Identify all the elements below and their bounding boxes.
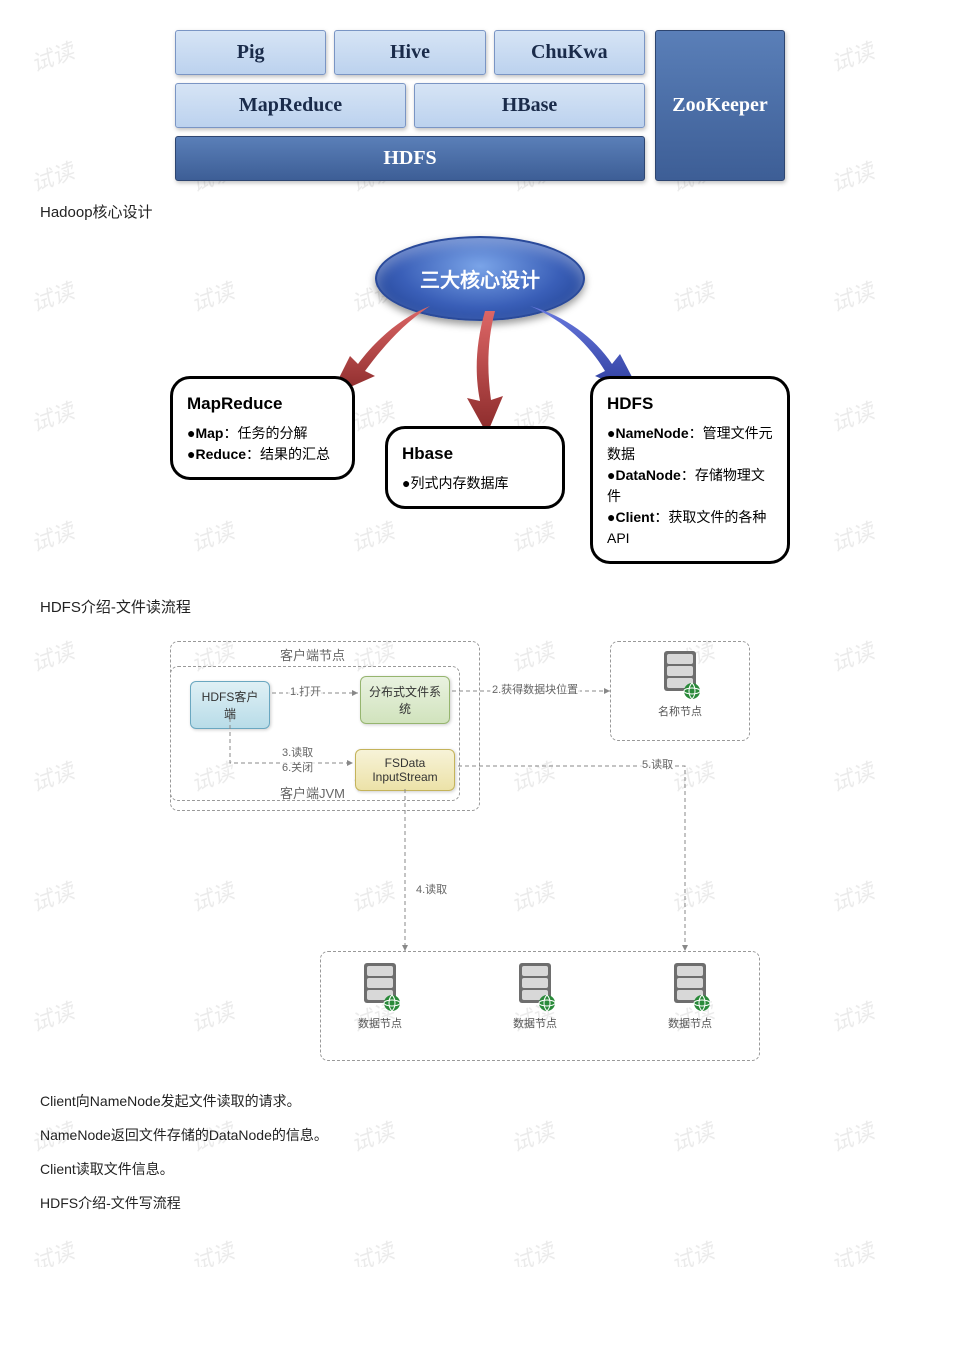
- edge-label-5: 5.读取: [640, 756, 675, 772]
- server-datanode: 数据节点: [355, 961, 405, 1031]
- core-card-mapreduce: MapReduce ●Map：任务的分解 ●Reduce：结果的汇总: [170, 376, 355, 480]
- arch-box-pig: Pig: [175, 30, 326, 75]
- edge-label-4: 4.读取: [414, 881, 449, 897]
- core-card-hbase: Hbase ●列式内存数据库: [385, 426, 565, 509]
- server-icon: [358, 961, 402, 1013]
- core-bullet: ●DataNode：存储物理文件: [607, 465, 773, 507]
- core-bullet: ●NameNode：管理文件元数据: [607, 423, 773, 465]
- node-inputstream: FSData InputStream: [355, 749, 455, 791]
- server-datanode: 数据节点: [665, 961, 715, 1031]
- core-design-diagram: 三大核心设计: [40, 236, 920, 576]
- dashlabel-jvm: 客户端JVM: [280, 783, 345, 802]
- core-card-hdfs: HDFS ●NameNode：管理文件元数据 ●DataNode：存储物理文件 …: [590, 376, 790, 564]
- core-oval: 三大核心设计: [375, 236, 585, 321]
- server-label: 数据节点: [665, 1015, 715, 1031]
- edge-label-2: 2.获得数据块位置: [490, 681, 580, 697]
- server-icon: [658, 649, 702, 701]
- server-label: 数据节点: [355, 1015, 405, 1031]
- paragraph: HDFS介绍-文件写流程: [40, 1193, 920, 1213]
- core-card-title: HDFS: [607, 391, 773, 417]
- core-oval-text: 三大核心设计: [420, 264, 540, 293]
- server-icon: [513, 961, 557, 1013]
- core-card-title: MapReduce: [187, 391, 338, 417]
- server-icon: [668, 961, 712, 1013]
- arch-box-chukwa: ChuKwa: [494, 30, 645, 75]
- hdfs-read-flow-diagram: 客户端节点 客户端JVM HDFS客户端 分布式文件系统 FSData Inpu…: [40, 631, 920, 1071]
- section-label-core: Hadoop核心设计: [40, 201, 920, 222]
- arch-box-hive: Hive: [334, 30, 485, 75]
- server-label: 名称节点: [655, 703, 705, 719]
- core-card-title: Hbase: [402, 441, 548, 467]
- edge-label-1: 1.打开: [288, 683, 323, 699]
- node-hdfs-client: HDFS客户端: [190, 681, 270, 729]
- arrow-center-icon: [445, 306, 525, 436]
- core-bullet: ●Map：任务的分解: [187, 423, 338, 444]
- core-bullet: ●Reduce：结果的汇总: [187, 444, 338, 465]
- server-namenode: 名称节点: [655, 649, 705, 719]
- paragraph: Client向NameNode发起文件读取的请求。: [40, 1091, 920, 1111]
- server-label: 数据节点: [510, 1015, 560, 1031]
- node-dfs: 分布式文件系统: [360, 676, 450, 724]
- paragraph: NameNode返回文件存储的DataNode的信息。: [40, 1125, 920, 1145]
- section-label-readflow: HDFS介绍-文件读流程: [40, 596, 920, 617]
- arch-box-mapreduce: MapReduce: [175, 83, 406, 128]
- arch-box-hbase: HBase: [414, 83, 645, 128]
- architecture-diagram: Pig Hive ChuKwa MapReduce HBase HDFS Zoo…: [40, 30, 920, 181]
- edge-label-6: 6.关闭: [280, 759, 315, 775]
- server-datanode: 数据节点: [510, 961, 560, 1031]
- arch-box-hdfs: HDFS: [175, 136, 645, 181]
- core-bullet: ●列式内存数据库: [402, 473, 548, 494]
- arch-box-zookeeper: ZooKeeper: [655, 30, 785, 181]
- edge-label-3: 3.读取: [280, 744, 315, 760]
- dashlabel-client-node: 客户端节点: [280, 645, 345, 664]
- paragraph: Client读取文件信息。: [40, 1159, 920, 1179]
- core-bullet: ●Client：获取文件的各种API: [607, 507, 773, 549]
